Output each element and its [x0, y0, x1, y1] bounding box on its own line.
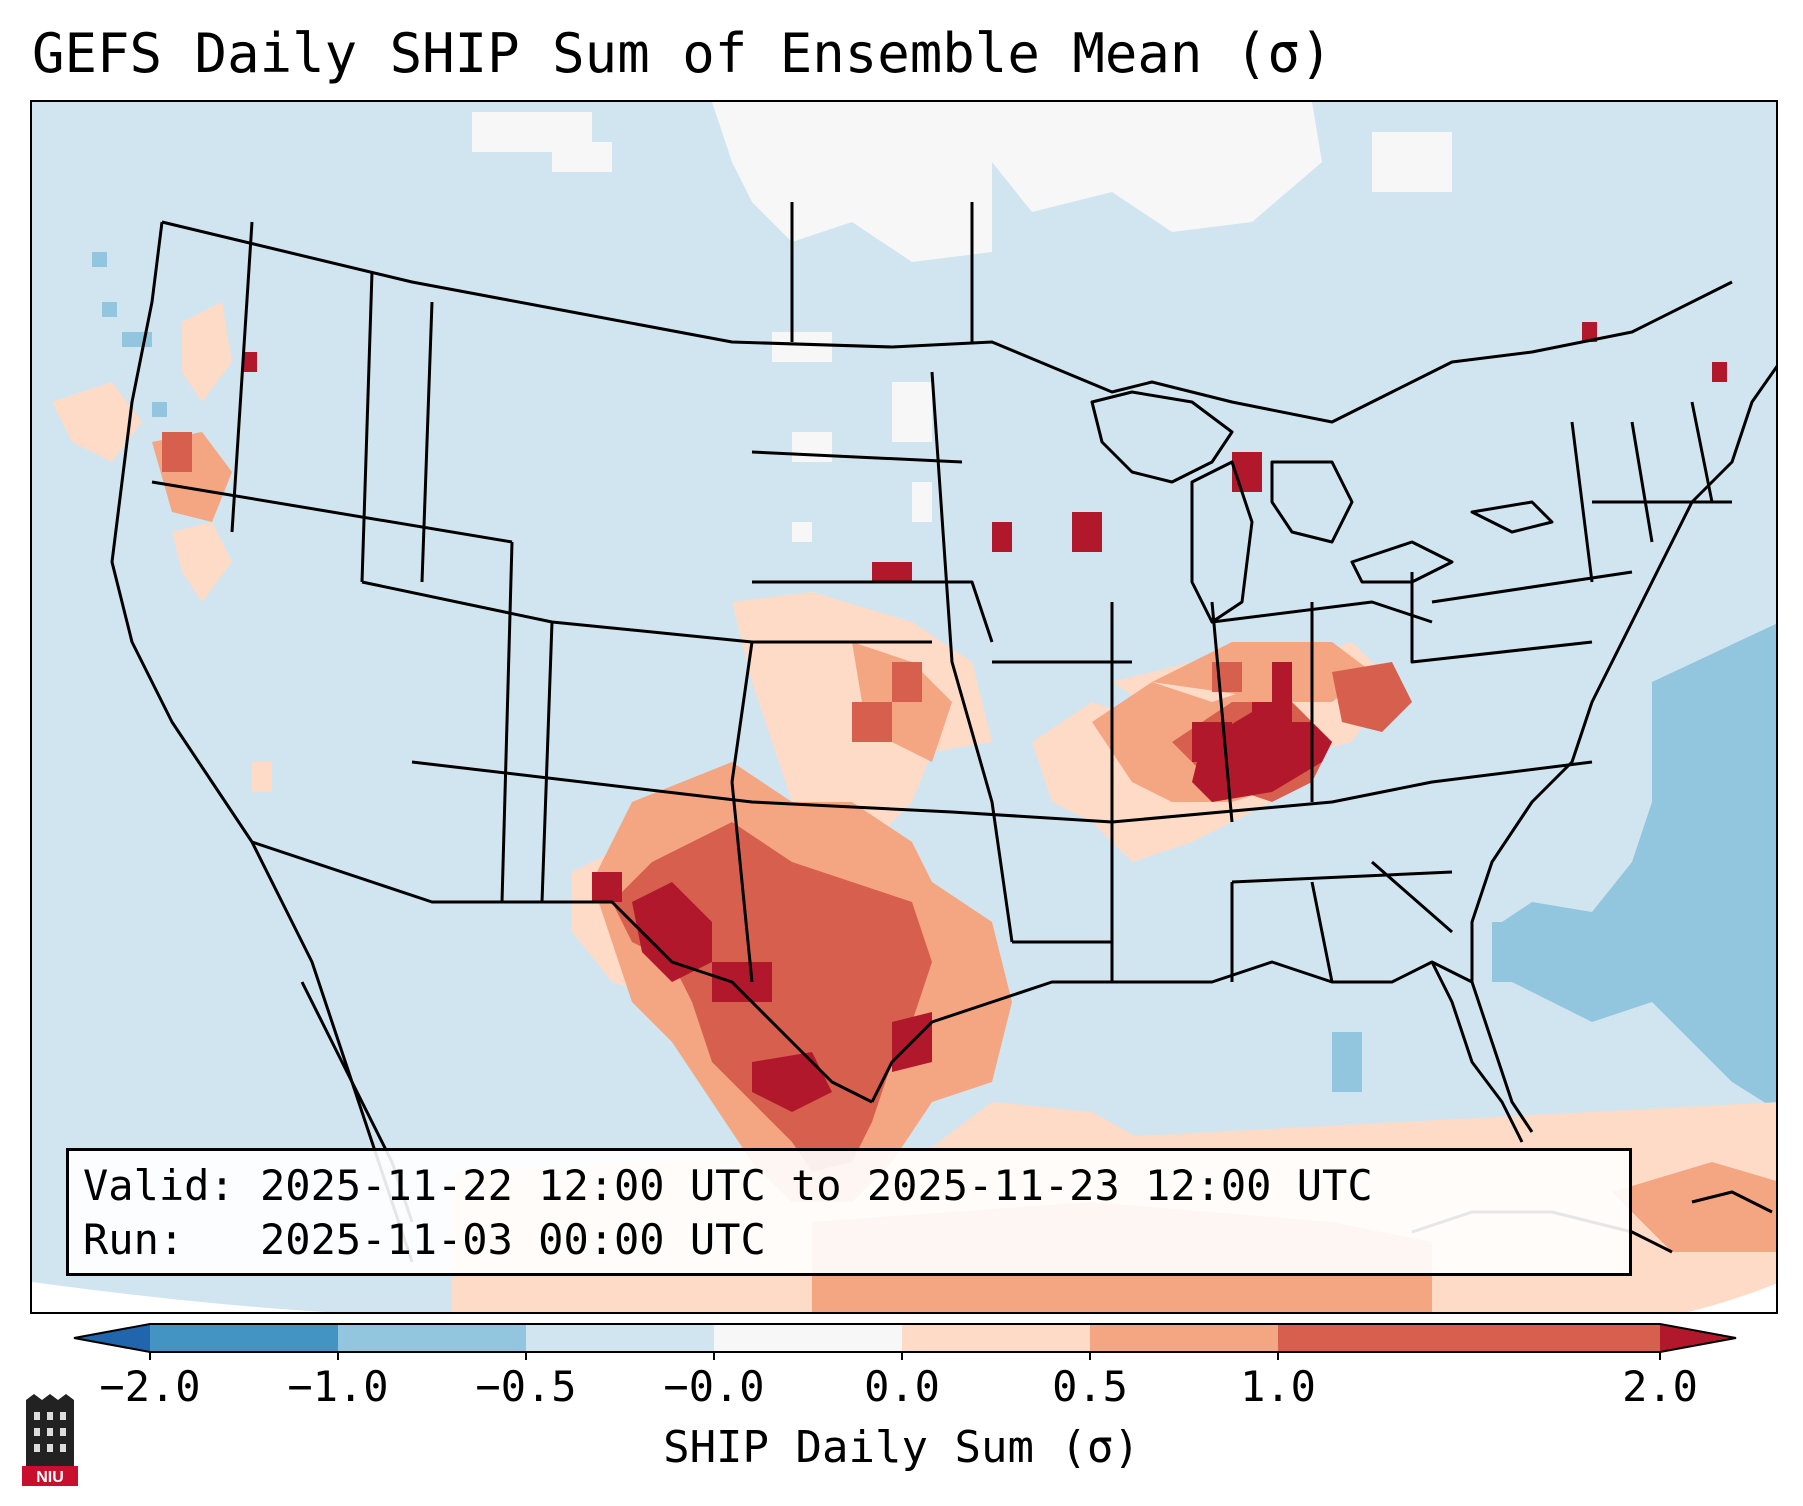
- colorbar-extend-low: [74, 1324, 150, 1352]
- colorbar-label: SHIP Daily Sum (σ): [663, 1422, 1140, 1473]
- colorbar-tick-label: 0.0: [864, 1362, 940, 1411]
- colorbar-segment: [714, 1324, 902, 1352]
- valid-run-info-box: Valid: 2025-11-22 12:00 UTC to 2025-11-2…: [66, 1148, 1632, 1276]
- colorbar-extend-high: [1660, 1324, 1736, 1352]
- colorbar-tick-label: −0.5: [475, 1362, 577, 1411]
- colorbar-segment: [1090, 1324, 1278, 1352]
- projection-edge: [32, 1282, 327, 1312]
- run-line: Run: 2025-11-03 00:00 UTC: [83, 1213, 1629, 1267]
- negative-anomaly-atlantic: [1332, 623, 1776, 1110]
- colorbar-tick-label: 1.0: [1240, 1362, 1316, 1411]
- colorbar-tick-label: −2.0: [99, 1362, 201, 1411]
- valid-line: Valid: 2025-11-22 12:00 UTC to 2025-11-2…: [83, 1159, 1629, 1213]
- map-panel[interactable]: [30, 100, 1778, 1314]
- borders: [110, 202, 1776, 1263]
- colorbar-segment: [526, 1324, 714, 1352]
- chart-title: GEFS Daily SHIP Sum of Ensemble Mean (σ): [32, 22, 1333, 85]
- colorbar-tick-label: 0.5: [1052, 1362, 1128, 1411]
- run-value: 2025-11-03 00:00 UTC: [260, 1215, 766, 1264]
- neutral-anomaly-patches: [472, 102, 1452, 542]
- run-label: Run:: [83, 1215, 185, 1264]
- projection-edge-right: [1688, 1283, 1776, 1312]
- colorbar-tick-label: 2.0: [1622, 1362, 1698, 1411]
- colorbar-segment: [150, 1324, 338, 1352]
- logo-text: NIU: [36, 1469, 64, 1486]
- colorbar: [73, 1323, 1737, 1360]
- colorbar-tick-label: −0.0: [663, 1362, 765, 1411]
- valid-label: Valid:: [83, 1161, 235, 1210]
- valid-value: 2025-11-22 12:00 UTC to 2025-11-23 12:00…: [260, 1161, 1373, 1210]
- colorbar-segment: [902, 1324, 1090, 1352]
- colorbar-tick-label: −1.0: [287, 1362, 389, 1411]
- colorbar-segment: [338, 1324, 526, 1352]
- map-svg: [32, 102, 1776, 1312]
- colorbar-segment: [1278, 1324, 1660, 1352]
- niu-tower-logo-icon: NIU: [22, 1394, 78, 1486]
